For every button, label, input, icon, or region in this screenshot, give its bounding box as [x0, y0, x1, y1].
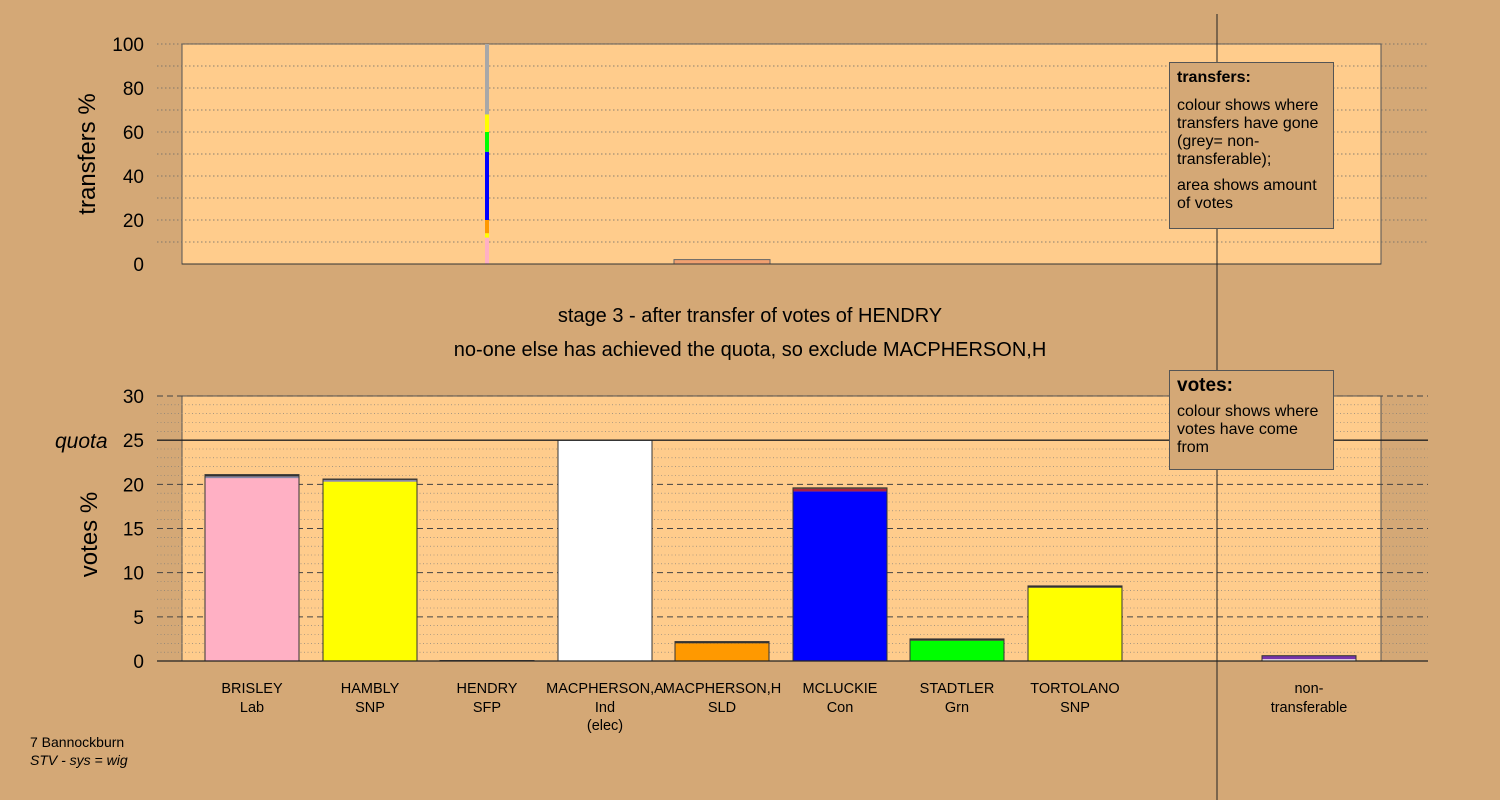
footer: 7 Bannockburn STV - sys = wig: [30, 733, 128, 769]
candidate-name: TORTOLANO: [1030, 681, 1119, 697]
candidate-name: MACPHERSON,A: [546, 681, 664, 697]
candidate-name: non-: [1294, 681, 1323, 697]
candidate-name: MACPHERSON,H: [663, 681, 781, 697]
transfer-segment: [485, 44, 489, 115]
transfer-segment: [485, 237, 489, 264]
quota-label: quota: [55, 430, 108, 453]
candidate-name: HAMBLY: [341, 681, 400, 697]
candidate-party: SNP: [1060, 700, 1090, 716]
transfers-y-tick: 100: [112, 35, 144, 56]
vote-segment: [558, 440, 652, 661]
vote-segment: [675, 643, 769, 661]
transfer-area: [673, 259, 771, 265]
transfers-y-tick: 0: [133, 255, 144, 276]
candidate-party: SFP: [473, 700, 501, 716]
transfers-y-tick: 80: [123, 79, 144, 100]
vote-segment: [910, 638, 1004, 641]
vote-segment: [205, 474, 299, 477]
votes-y-tick: 15: [123, 520, 144, 541]
stage-title: stage 3 - after transfer of votes of HEN…: [557, 305, 943, 327]
transfer-segment: [485, 233, 489, 238]
transfers-legend: transfers: colour shows where transfers …: [1169, 62, 1334, 229]
votes-y-tick: 25: [123, 431, 144, 452]
transfers-legend-text-2: area shows amount of votes: [1177, 177, 1317, 212]
transfer-segment: [485, 132, 489, 152]
vote-segment: [910, 640, 1004, 661]
votes-y-tick: 20: [123, 475, 144, 496]
candidate-party: SNP: [355, 700, 385, 716]
transfer-segment: [485, 220, 489, 234]
vote-segment: [1262, 655, 1356, 660]
candidate-party: transferable: [1271, 700, 1348, 716]
transfers-legend-title: transfers:: [1177, 69, 1251, 86]
transfers-y-tick: 40: [123, 167, 144, 188]
transfers-y-tick: 20: [123, 211, 144, 232]
exclusion-note: no-one else has achieved the quota, so e…: [453, 339, 1047, 361]
candidate-status: (elec): [587, 718, 623, 734]
candidate-name: HENDRY: [457, 681, 518, 697]
votes-legend-title: votes:: [1177, 375, 1233, 396]
votes-legend-text: colour shows where votes have come from: [1177, 403, 1319, 456]
transfers-y-label: transfers %: [74, 93, 101, 214]
candidate-party: Ind: [595, 700, 615, 716]
vote-segment: [675, 641, 769, 644]
vote-segment: [793, 491, 887, 661]
vote-segment: [205, 476, 299, 479]
votes-y-tick: 30: [123, 387, 144, 408]
candidate-name: STADTLER: [920, 681, 995, 697]
vote-segment: [323, 479, 417, 482]
votes-y-tick: 10: [123, 564, 144, 585]
transfer-segment: [485, 151, 489, 220]
candidate-party: Grn: [945, 700, 969, 716]
vote-segment: [793, 488, 887, 492]
candidate-party: Con: [827, 700, 854, 716]
system-name: STV - sys = wig: [30, 752, 128, 768]
vote-segment: [323, 481, 417, 661]
candidate-party: SLD: [708, 700, 736, 716]
candidate-name: MCLUCKIE: [803, 681, 878, 697]
candidate-party: Lab: [240, 700, 264, 716]
vote-segment: [1028, 587, 1122, 661]
transfers-y-tick: 60: [123, 123, 144, 144]
candidate-name: BRISLEY: [221, 681, 283, 697]
votes-y-label: votes %: [76, 492, 103, 577]
area-name: 7 Bannockburn: [30, 734, 125, 750]
transfers-legend-text-1: colour shows where transfers have gone (…: [1177, 97, 1319, 168]
votes-y-tick: 0: [133, 652, 144, 673]
vote-segment: [1028, 585, 1122, 588]
votes-legend: votes: colour shows where votes have com…: [1169, 370, 1334, 470]
votes-y-tick: 5: [133, 608, 144, 629]
vote-segment: [1262, 659, 1356, 661]
transfer-segment: [485, 114, 489, 132]
vote-segment: [205, 478, 299, 661]
